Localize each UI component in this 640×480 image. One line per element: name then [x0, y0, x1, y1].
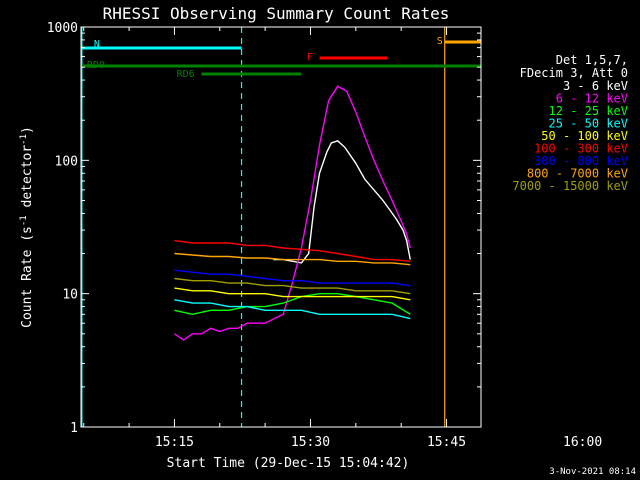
y-axis-label-part3: )	[20, 126, 35, 134]
flag-label-0: N	[94, 39, 100, 50]
flag-label-3: F	[307, 52, 313, 63]
flag-label-2: S	[437, 36, 443, 47]
y-tick-label-3: 1000	[47, 21, 78, 36]
vertical-markers	[81, 27, 446, 427]
series-4-segment-0	[174, 287, 411, 301]
data-series	[174, 85, 411, 341]
flag-label-6: RD6	[177, 69, 195, 80]
legend-header-2: FDecim 3, Att 0	[520, 66, 628, 80]
y-tick-label-2: 100	[55, 154, 78, 169]
y-axis-label-part1: Count Rate (s	[20, 226, 35, 328]
x-tick-label-0: 15:15	[155, 435, 194, 450]
chart-title: RHESSI Observing Summary Count Rates	[103, 4, 450, 23]
series-5-segment-0	[174, 239, 411, 262]
y-axis-label-sup2: -1	[19, 134, 29, 145]
x-tick-label-1: 15:30	[291, 435, 330, 450]
series-0-segment-0	[273, 140, 411, 264]
legend-item-4: 50 - 100 keV	[541, 129, 628, 143]
legend-header-1: Det 1,5,7,	[556, 53, 628, 67]
y-tick-label-0: 1	[70, 421, 78, 436]
y-axis: 1 10 100 1000	[47, 21, 481, 436]
footer-timestamp: 3-Nov-2021 08:14	[549, 467, 636, 477]
series-7-segment-0	[174, 252, 411, 266]
flag-label-4: RD0	[87, 60, 105, 71]
x-tick-label-3: 16:00	[563, 435, 602, 450]
legend-item-5: 100 - 300 keV	[534, 142, 628, 156]
series-3-segment-0	[174, 299, 411, 320]
series-8-segment-0	[174, 277, 411, 295]
legend-item-2: 12 - 25 keV	[549, 104, 628, 118]
legend-item-6: 300 - 800 keV	[534, 154, 628, 168]
legend-item-3: 25 - 50 keV	[549, 117, 628, 131]
legend-item-0: 3 - 6 keV	[563, 79, 628, 93]
y-axis-label-part2: detector	[20, 145, 35, 216]
x-axis-label: Start Time (29-Dec-15 15:04:42)	[167, 456, 410, 471]
series-1-segment-0	[174, 85, 411, 341]
legend-item-8: 7000 - 15000 keV	[512, 179, 628, 193]
series-2-segment-0	[174, 293, 411, 316]
series-6-segment-0	[174, 269, 411, 287]
legend-item-7: 800 - 7000 keV	[527, 167, 628, 181]
y-axis-label: Count Rate (s-1 detector-1)	[19, 126, 35, 328]
flag-bars: N S F RD0 RD6	[81, 36, 481, 80]
legend-item-1: 6 - 12 keV	[556, 92, 628, 106]
x-tick-label-2: 15:45	[427, 435, 466, 450]
y-tick-label-1: 10	[62, 288, 78, 303]
y-axis-label-sup1: -1	[19, 215, 29, 226]
plot-frame	[80, 26, 482, 428]
